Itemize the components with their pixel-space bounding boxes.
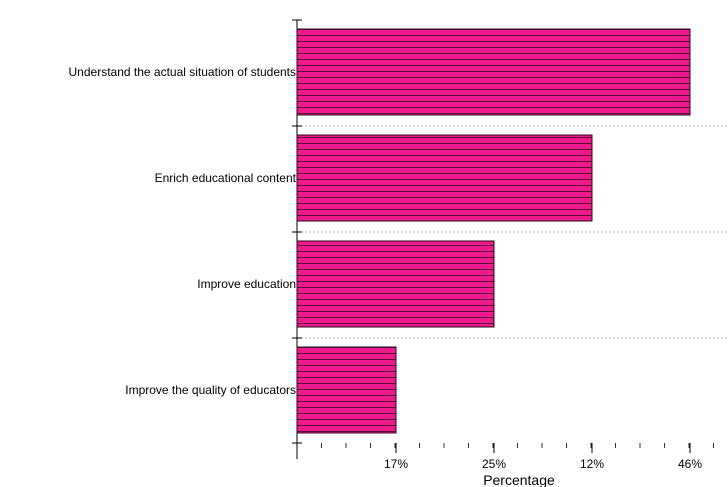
x-tick-labels: 17% 25% 12% 46% [384,457,702,471]
bar [296,240,495,328]
x-tick-label: 17% [384,457,408,471]
bar [296,346,397,434]
x-tick-label: 46% [678,457,702,471]
x-tick-label: 12% [580,457,604,471]
x-axis-title: Percentage [483,472,555,487]
category-label: Understand the actual situation of stude… [69,65,296,79]
bar [296,28,691,116]
bar [296,134,593,222]
category-label: Improve the quality of educators [125,383,296,397]
category-label: Enrich educational content [155,171,297,185]
category-labels: Understand the actual situation of stude… [69,65,297,397]
bars [296,28,691,434]
category-label: Improve education [197,277,296,291]
x-tick-label: 25% [482,457,506,471]
